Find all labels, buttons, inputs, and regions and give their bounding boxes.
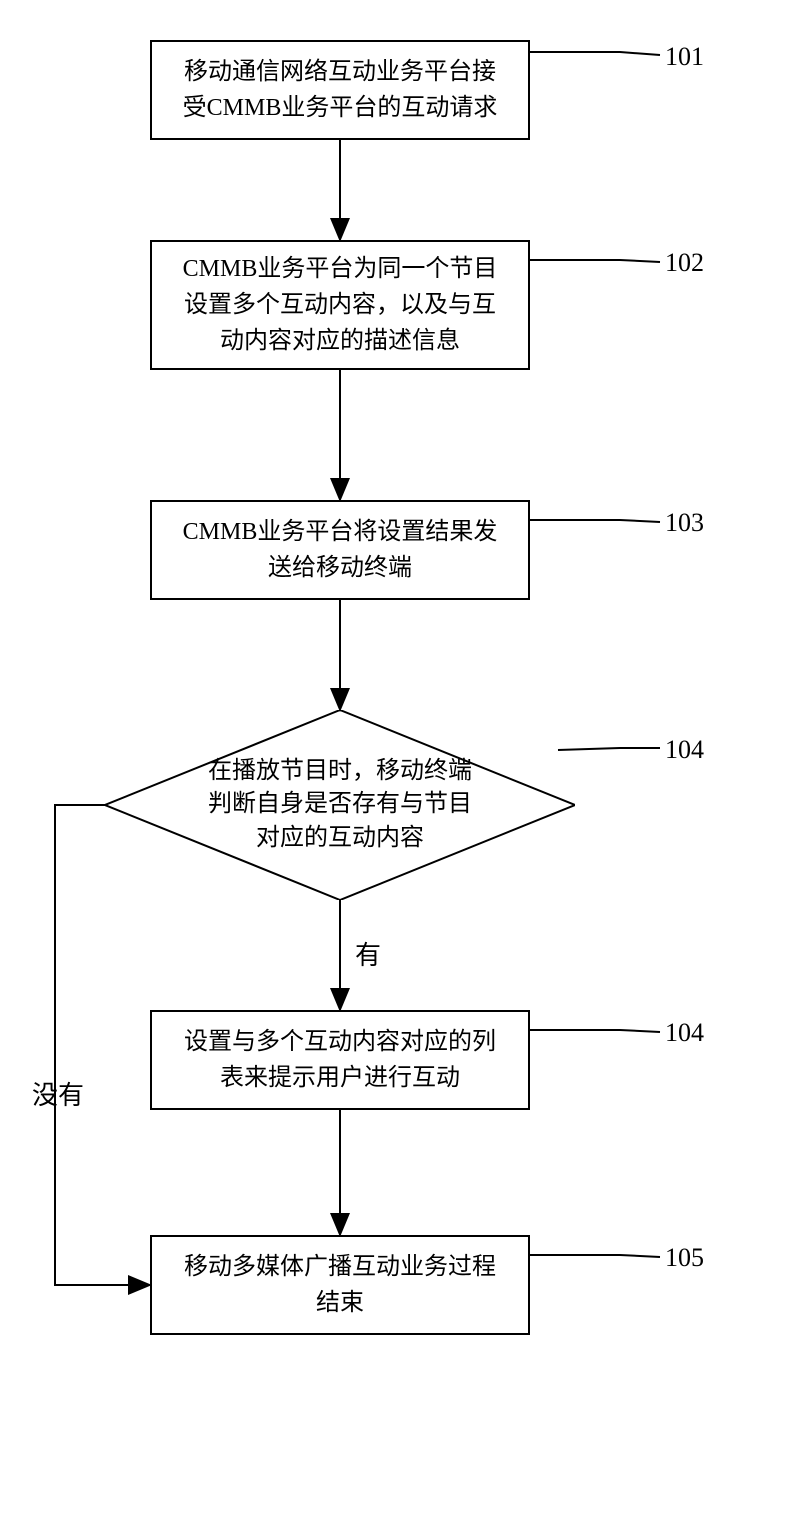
node-text: CMMB业务平台为同一个节目设置多个互动内容，以及与互动内容对应的描述信息 xyxy=(183,251,498,359)
edge-label-yes: 有 xyxy=(355,935,381,972)
decision-box-104: 在播放节目时，移动终端判断自身是否存有与节目对应的互动内容 xyxy=(105,710,575,900)
step-label-102: 102 xyxy=(665,248,704,278)
process-box-101: 移动通信网络互动业务平台接受CMMB业务平台的互动请求 xyxy=(150,40,530,140)
process-box-102: CMMB业务平台为同一个节目设置多个互动内容，以及与互动内容对应的描述信息 xyxy=(150,240,530,370)
process-box-104r: 设置与多个互动内容对应的列表来提示用户进行互动 xyxy=(150,1010,530,1110)
node-text: 设置与多个互动内容对应的列表来提示用户进行互动 xyxy=(184,1024,496,1096)
flowchart-container: 移动通信网络互动业务平台接受CMMB业务平台的互动请求 101 CMMB业务平台… xyxy=(0,0,800,1523)
step-label-105: 105 xyxy=(665,1243,704,1273)
process-box-103: CMMB业务平台将设置结果发送给移动终端 xyxy=(150,500,530,600)
edge-label-no: 没有 xyxy=(32,1075,84,1112)
step-label-104d: 104 xyxy=(665,735,704,765)
node-text: 移动通信网络互动业务平台接受CMMB业务平台的互动请求 xyxy=(183,54,498,126)
step-label-101: 101 xyxy=(665,42,704,72)
step-label-103: 103 xyxy=(665,508,704,538)
process-box-105: 移动多媒体广播互动业务过程结束 xyxy=(150,1235,530,1335)
node-text: 在播放节目时，移动终端判断自身是否存有与节目对应的互动内容 xyxy=(105,710,575,900)
step-label-104r: 104 xyxy=(665,1018,704,1048)
node-text: 移动多媒体广播互动业务过程结束 xyxy=(184,1249,496,1321)
node-text: CMMB业务平台将设置结果发送给移动终端 xyxy=(183,514,498,586)
